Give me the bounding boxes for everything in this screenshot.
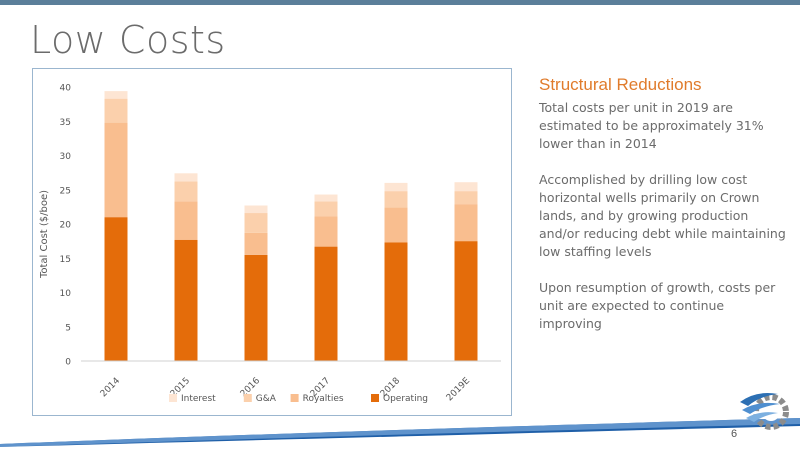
bar-segment-interest-2017 <box>314 194 338 202</box>
y-tick-label: 40 <box>60 84 72 94</box>
bar-segment-royalties-2016 <box>244 232 268 255</box>
legend-swatch-royalties <box>290 394 299 402</box>
bar-segment-operating-2015 <box>174 239 198 361</box>
footer-swoosh <box>0 418 800 450</box>
legend-swatch-interest <box>169 394 177 402</box>
bar-segment-ga-2015 <box>174 181 198 202</box>
bar-segment-royalties-2014 <box>104 122 128 218</box>
bar-segment-interest-2015 <box>174 173 198 182</box>
y-tick-label: 5 <box>65 323 71 333</box>
y-tick-label: 20 <box>60 221 72 231</box>
side-paragraph-1: Total costs per unit in 2019 are estimat… <box>539 100 764 151</box>
side-heading: Structural Reductions <box>539 75 702 94</box>
bar-segment-ga-2016 <box>244 213 268 233</box>
slide-title: Low Costs <box>30 18 226 62</box>
legend: Interest G&A Royalties Operating <box>169 394 428 404</box>
bar-segment-operating-2014 <box>104 217 128 361</box>
bar-segment-royalties-2015 <box>174 201 198 240</box>
page-number: 6 <box>731 428 738 440</box>
y-tick-label: 25 <box>60 186 71 196</box>
legend-label-operating: Operating <box>383 394 428 404</box>
chart-frame: 0 5 10 15 20 25 30 35 40 2014 2015 2016 2017 2018 201… <box>32 68 512 416</box>
y-axis-label: Total Cost ($/boe) <box>39 190 50 279</box>
y-tick-label: 15 <box>60 255 71 265</box>
side-panel: Structural Reductions Total costs per un… <box>539 75 789 351</box>
bar-segment-operating-2018 <box>384 242 408 361</box>
y-tick-label: 30 <box>60 152 72 162</box>
bar-segment-interest-2019e <box>454 182 478 192</box>
bar-segment-ga-2017 <box>314 201 338 217</box>
legend-label-interest: Interest <box>181 394 216 404</box>
bar-segment-operating-2019e <box>454 241 478 361</box>
x-tick-label: 2014 <box>99 376 122 399</box>
y-tick-label: 10 <box>60 289 72 299</box>
bars <box>104 91 478 361</box>
company-logo-icon <box>740 393 789 430</box>
bar-segment-operating-2016 <box>244 254 268 361</box>
bar-segment-interest-2014 <box>104 91 128 99</box>
bar-segment-operating-2017 <box>314 246 338 361</box>
legend-label-ga: G&A <box>256 394 277 404</box>
top-accent-bar <box>0 0 800 5</box>
y-tick-label: 35 <box>60 118 71 128</box>
legend-swatch-operating <box>371 394 379 402</box>
legend-label-royalties: Royalties <box>303 394 344 404</box>
side-paragraph-3: Upon resumption of growth, costs per uni… <box>539 280 776 331</box>
bar-segment-ga-2018 <box>384 191 408 208</box>
bar-segment-royalties-2019e <box>454 204 478 242</box>
legend-swatch-ga <box>243 394 252 402</box>
bar-segment-ga-2019e <box>454 191 478 205</box>
bar-segment-interest-2018 <box>384 182 408 192</box>
bar-segment-ga-2014 <box>104 98 128 123</box>
x-tick-label: 2019E <box>445 376 473 404</box>
side-paragraph-2: Accomplished by drilling low cost horizo… <box>539 172 786 259</box>
bar-segment-interest-2016 <box>244 205 268 214</box>
bar-segment-royalties-2017 <box>314 216 338 247</box>
y-tick-label: 0 <box>65 358 71 368</box>
y-axis: 0 5 10 15 20 25 30 35 40 <box>60 84 72 368</box>
bar-segment-royalties-2018 <box>384 207 408 243</box>
